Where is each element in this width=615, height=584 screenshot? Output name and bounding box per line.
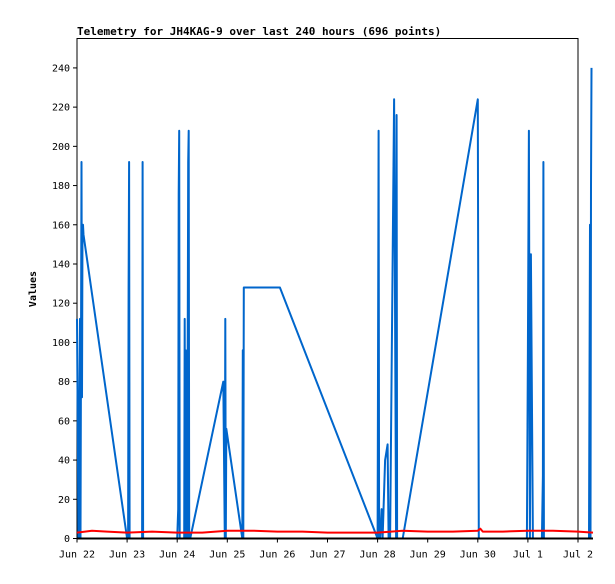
y-tick-label: 160 (52, 220, 70, 231)
x-tick-label: Jun 26 (259, 550, 295, 561)
x-tick-label: Jun 25 (209, 550, 245, 561)
y-tick-label: 60 (58, 416, 70, 427)
y-tick-label: 20 (58, 495, 70, 506)
series-line-1 (76, 67, 593, 540)
y-tick-label: 0 (64, 534, 70, 545)
y-axis-ticks: 0 20 40 60 80 100 120 140 160 180 200 220 240 (52, 63, 77, 545)
plot-frame (76, 38, 579, 539)
y-tick-label: 240 (52, 63, 70, 74)
x-tick-label: Jun 28 (360, 550, 396, 561)
x-tick-label: Jun 24 (159, 550, 195, 561)
y-axis-label: Values (28, 271, 39, 307)
y-tick-label: 40 (58, 456, 70, 467)
x-tick-label: Jun 23 (109, 550, 145, 561)
x-tick-label: Jun 29 (410, 550, 446, 561)
x-tick-label: Jul 2 (563, 550, 593, 561)
y-tick-label: 220 (52, 103, 70, 114)
x-tick-label: Jun 22 (59, 550, 95, 561)
y-tick-label: 100 (52, 338, 70, 349)
y-tick-label: 80 (58, 377, 70, 388)
chart-title: Telemetry for JH4KAG-9 over last 240 hou… (77, 25, 441, 38)
y-tick-label: 140 (52, 259, 70, 270)
y-tick-label: 120 (52, 299, 70, 310)
series-line-2 (76, 527, 594, 534)
x-tick-label: Jun 30 (460, 550, 496, 561)
series-layer (76, 67, 594, 540)
x-tick-label: Jun 27 (309, 550, 345, 561)
y-tick-label: 180 (52, 181, 70, 192)
x-tick-label: Jul 1 (513, 550, 543, 561)
y-tick-label: 200 (52, 142, 70, 153)
x-axis-ticks: Jun 22 Jun 23 Jun 24 Jun 25 Jun 26 Jun 27 Jun … (59, 538, 593, 561)
